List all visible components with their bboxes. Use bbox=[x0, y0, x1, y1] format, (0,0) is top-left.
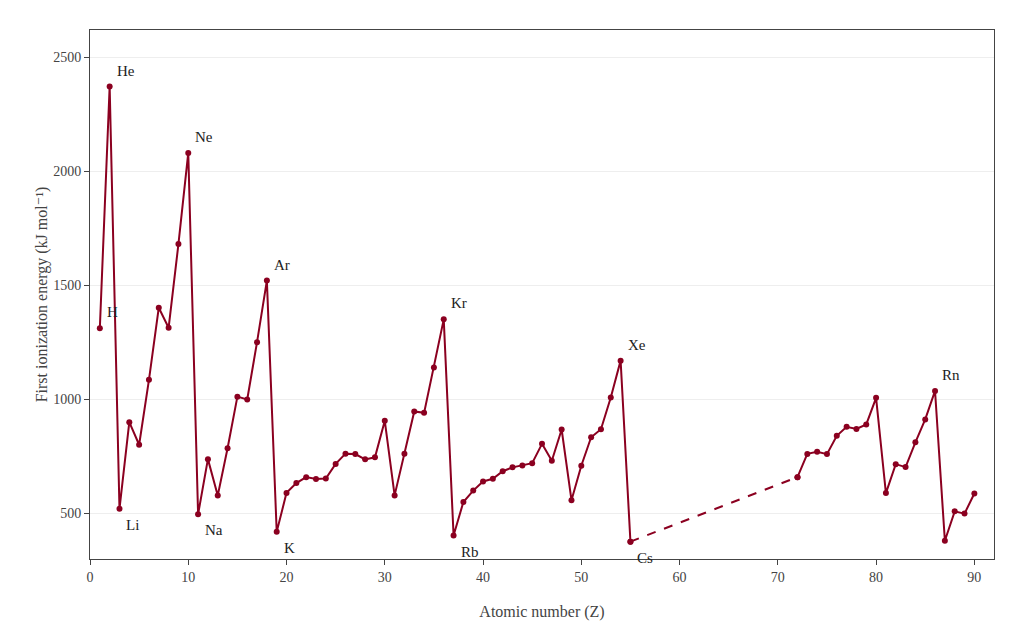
svg-text:30: 30 bbox=[378, 570, 392, 585]
svg-text:20: 20 bbox=[280, 570, 294, 585]
svg-text:500: 500 bbox=[60, 506, 81, 521]
svg-text:10: 10 bbox=[181, 570, 195, 585]
svg-text:0: 0 bbox=[87, 570, 94, 585]
svg-text:1000: 1000 bbox=[53, 392, 81, 407]
svg-text:Na: Na bbox=[205, 522, 223, 538]
svg-text:80: 80 bbox=[869, 570, 883, 585]
svg-text:Kr: Kr bbox=[451, 295, 467, 311]
svg-text:50: 50 bbox=[574, 570, 588, 585]
svg-text:1500: 1500 bbox=[53, 278, 81, 293]
svg-text:Rn: Rn bbox=[942, 367, 960, 383]
svg-text:He: He bbox=[117, 63, 135, 79]
svg-text:2500: 2500 bbox=[53, 50, 81, 65]
svg-text:2000: 2000 bbox=[53, 164, 81, 179]
svg-text:Cs: Cs bbox=[637, 550, 653, 566]
svg-text:H: H bbox=[107, 304, 118, 320]
svg-text:40: 40 bbox=[476, 570, 490, 585]
svg-text:90: 90 bbox=[967, 570, 981, 585]
svg-text:Atomic number (Z): Atomic number (Z) bbox=[479, 603, 604, 621]
svg-text:First ionization energy (kJ mo: First ionization energy (kJ mol⁻¹) bbox=[33, 187, 51, 403]
svg-text:Xe: Xe bbox=[628, 337, 646, 353]
svg-text:70: 70 bbox=[771, 570, 785, 585]
svg-text:Rb: Rb bbox=[461, 544, 479, 560]
svg-text:Ar: Ar bbox=[274, 257, 290, 273]
svg-text:Ne: Ne bbox=[195, 129, 213, 145]
svg-text:Li: Li bbox=[126, 517, 139, 533]
svg-text:60: 60 bbox=[673, 570, 687, 585]
svg-text:K: K bbox=[284, 540, 295, 556]
